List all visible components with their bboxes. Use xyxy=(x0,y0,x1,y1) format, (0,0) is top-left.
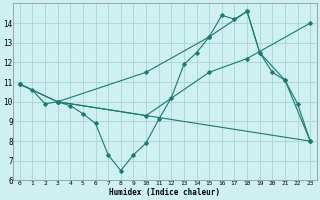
X-axis label: Humidex (Indice chaleur): Humidex (Indice chaleur) xyxy=(109,188,220,197)
